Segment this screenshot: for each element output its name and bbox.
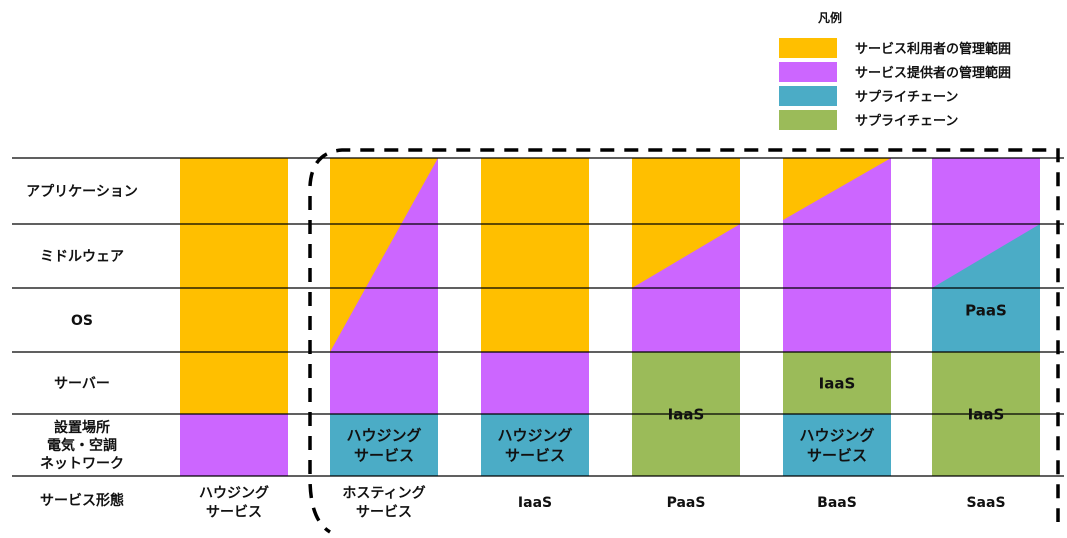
legend-swatch-2 bbox=[779, 62, 837, 82]
iaas-supply-chain-area bbox=[481, 414, 589, 476]
legend-label-3: サプライチェーン bbox=[855, 90, 958, 105]
paas-iaas-label-line-1: IaaS bbox=[668, 405, 705, 423]
hosting-user-area bbox=[330, 158, 438, 352]
column-label-5-line-1: BaaS bbox=[817, 495, 857, 511]
hosting-supply-chain-area bbox=[330, 414, 438, 476]
layer-label-5-line-1: 設置場所 bbox=[54, 419, 110, 436]
layer-label-3-line-1: OS bbox=[71, 313, 93, 329]
hosting-housing-label-line-2: サービス bbox=[354, 446, 414, 464]
legend-swatch-4 bbox=[779, 110, 837, 130]
saas-paas-label-line-1: PaaS bbox=[965, 301, 1007, 319]
layer-label-1-line-1: アプリケーション bbox=[26, 184, 138, 200]
service-type-header-line-1: サービス形態 bbox=[40, 492, 124, 509]
iaas-housing-label-line-1: ハウジング bbox=[497, 426, 572, 444]
column-label-6-line-1: SaaS bbox=[966, 495, 1005, 511]
baas-housing-label-line-1: ハウジング bbox=[799, 426, 874, 444]
layer-label-4-line-1: サーバー bbox=[54, 376, 110, 392]
cloud-region-border-top bbox=[308, 148, 1060, 522]
legend-swatch-3 bbox=[779, 86, 837, 106]
hosting-housing-label-line-1: ハウジング bbox=[346, 426, 421, 444]
layer-label-2-line-1: ミドルウェア bbox=[40, 249, 124, 265]
legend-swatch-1 bbox=[779, 38, 837, 58]
legend-label-1: サービス利用者の管理範囲 bbox=[855, 41, 1011, 57]
iaas-provider-area bbox=[481, 352, 589, 414]
layer-label-5-line-2: 電気・空調 bbox=[47, 437, 117, 454]
legend-title: 凡例 bbox=[818, 10, 842, 25]
baas-housing-label-line-2: サービス bbox=[807, 446, 867, 464]
legend-label-4: サプライチェーン bbox=[855, 114, 958, 129]
cloud-region-border-left bbox=[308, 196, 332, 534]
paas-user-area bbox=[632, 158, 740, 288]
baas-supply-chain-area bbox=[783, 414, 891, 476]
iaas-housing-label-line-2: サービス bbox=[505, 446, 565, 464]
housing-provider-area bbox=[180, 414, 288, 476]
legend: 凡例サービス利用者の管理範囲サービス提供者の管理範囲サプライチェーンサプライチェ… bbox=[779, 10, 1011, 130]
column-label-4-line-1: PaaS bbox=[667, 495, 706, 511]
column-label-2-line-1: ホスティング bbox=[342, 485, 425, 502]
layer-label-5-line-3: ネットワーク bbox=[40, 456, 124, 472]
saas-iaas-label-line-1: IaaS bbox=[968, 405, 1005, 423]
baas-user-area bbox=[783, 158, 891, 220]
housing-user-area bbox=[180, 158, 288, 414]
baas-iaas-area bbox=[783, 352, 891, 414]
legend-label-2: サービス提供者の管理範囲 bbox=[855, 65, 1011, 81]
column-label-1-line-2: サービス bbox=[206, 505, 262, 521]
column-label-2-line-2: サービス bbox=[356, 505, 412, 521]
baas-iaas-label-line-1: IaaS bbox=[819, 374, 856, 392]
column-label-3-line-1: IaaS bbox=[518, 495, 552, 511]
iaas-user-area bbox=[481, 158, 589, 352]
column-label-1-line-1: ハウジング bbox=[199, 485, 269, 502]
